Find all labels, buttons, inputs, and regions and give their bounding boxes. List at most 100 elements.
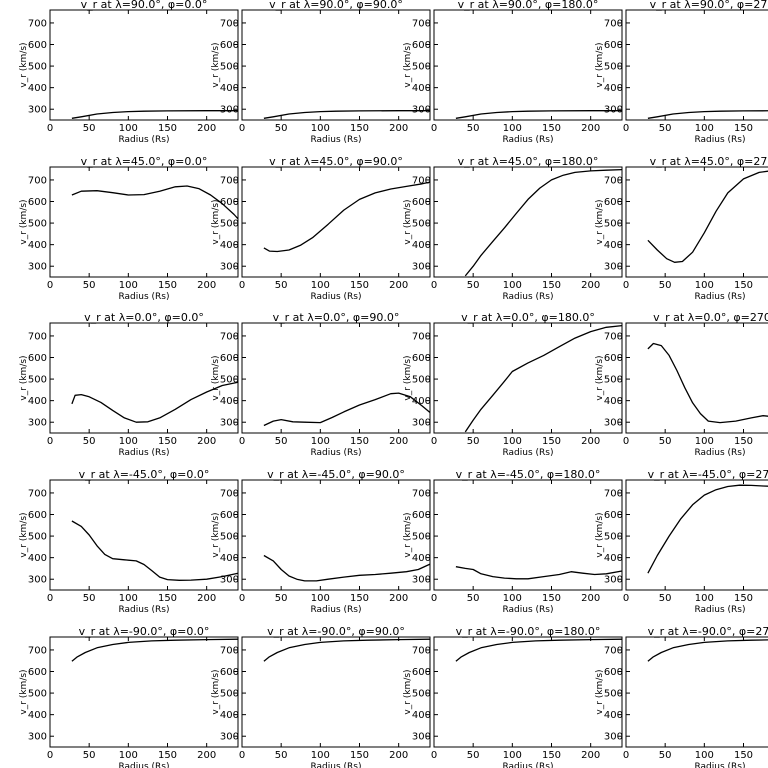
- plot-frame: [433, 166, 623, 278]
- plot-frame: [433, 322, 623, 434]
- y-tick-label: 400: [28, 240, 47, 251]
- x-tick-label: 200: [389, 593, 408, 604]
- panel-6: v_r at λ=45.0°, φ=180.0° 300 400 500 600 700 0…: [403, 155, 623, 302]
- y-tick-label: 500: [28, 532, 47, 543]
- series-line: [464, 168, 623, 277]
- panel-title: v_r at λ=-45.0°, φ=180.0°: [456, 468, 601, 481]
- plot-frame: [49, 479, 239, 591]
- x-tick-label: 50: [83, 593, 96, 604]
- y-tick-label: 500: [28, 219, 47, 230]
- plot-frame: [625, 9, 768, 121]
- y-tick-label: 700: [28, 331, 47, 342]
- x-tick-label: 150: [158, 280, 177, 291]
- x-axis-label: Radius (Rs): [502, 135, 553, 145]
- y-tick-label: 600: [220, 197, 239, 208]
- plot-frame: [625, 166, 768, 278]
- y-tick-label: 500: [220, 62, 239, 73]
- x-axis-label: Radius (Rs): [502, 448, 553, 458]
- y-tick-label: 700: [604, 645, 623, 656]
- x-tick-label: 150: [158, 436, 177, 447]
- y-tick-label: 500: [412, 375, 431, 386]
- series-line: [455, 110, 622, 119]
- y-tick-label: 600: [604, 197, 623, 208]
- panel-17: v_r at λ=-90.0°, φ=90.0° 300 400 500 600 700 0…: [211, 625, 431, 768]
- series-line: [71, 381, 239, 423]
- y-tick-label: 500: [220, 219, 239, 230]
- x-tick-label: 150: [542, 436, 561, 447]
- panel-title: v_r at λ=90.0°, φ=270.0°: [650, 0, 768, 11]
- y-tick-label: 700: [412, 18, 431, 29]
- x-axis-label: Radius (Rs): [118, 448, 169, 458]
- y-tick-label: 500: [604, 219, 623, 230]
- x-tick-label: 0: [431, 280, 437, 291]
- x-tick-label: 200: [581, 750, 600, 761]
- y-tick-label: 500: [220, 532, 239, 543]
- panel-5: v_r at λ=45.0°, φ=90.0° 300 400 500 600 700 0 5…: [211, 155, 431, 302]
- x-tick-label: 50: [467, 280, 480, 291]
- y-tick-label: 300: [220, 575, 239, 586]
- y-axis-label: v_r (km/s): [403, 512, 413, 557]
- panel-title: v_r at λ=-90.0°, φ=90.0°: [267, 625, 405, 638]
- panel-title: v_r at λ=0.0°, φ=0.0°: [84, 311, 204, 324]
- y-tick-label: 700: [28, 488, 47, 499]
- y-tick-label: 700: [604, 488, 623, 499]
- panel-8: v_r at λ=0.0°, φ=0.0° 300 400 500 600 700 0 50 1…: [19, 311, 239, 458]
- y-tick-label: 600: [28, 667, 47, 678]
- x-tick-label: 0: [47, 750, 53, 761]
- panel-title: v_r at λ=90.0°, φ=90.0°: [269, 0, 403, 11]
- series-line: [647, 342, 768, 424]
- y-tick-label: 400: [604, 553, 623, 564]
- series-line: [647, 639, 768, 662]
- plot-frame: [241, 166, 431, 278]
- x-tick-label: 150: [158, 123, 177, 134]
- y-tick-label: 600: [604, 353, 623, 364]
- x-tick-label: 50: [659, 593, 672, 604]
- y-tick-label: 700: [604, 331, 623, 342]
- y-tick-label: 300: [412, 105, 431, 116]
- y-axis-label: v_r (km/s): [211, 512, 221, 557]
- y-tick-label: 700: [412, 175, 431, 186]
- y-tick-label: 600: [604, 40, 623, 51]
- x-tick-label: 50: [467, 593, 480, 604]
- x-tick-label: 150: [158, 750, 177, 761]
- x-tick-label: 200: [197, 280, 216, 291]
- y-tick-label: 500: [604, 375, 623, 386]
- y-tick-label: 400: [412, 553, 431, 564]
- series-line: [647, 484, 768, 574]
- panel-3: v_r at λ=90.0°, φ=270.0° 300 400 500 600 700 0…: [595, 0, 768, 145]
- y-tick-label: 500: [604, 62, 623, 73]
- plot-frame: [241, 9, 431, 121]
- y-axis-label: v_r (km/s): [403, 669, 413, 714]
- y-tick-label: 500: [220, 375, 239, 386]
- panel-13: v_r at λ=-45.0°, φ=90.0° 300 400 500 600 700 0…: [211, 468, 431, 615]
- y-tick-label: 400: [604, 396, 623, 407]
- panel-title: v_r at λ=-90.0°, φ=180.0°: [456, 625, 601, 638]
- x-axis-label: Radius (Rs): [310, 762, 361, 768]
- y-tick-label: 300: [412, 418, 431, 429]
- panel-16: v_r at λ=-90.0°, φ=0.0° 300 400 500 600 700 0 5…: [19, 625, 239, 768]
- x-tick-label: 200: [197, 593, 216, 604]
- x-axis-label: Radius (Rs): [694, 135, 745, 145]
- x-tick-label: 200: [581, 280, 600, 291]
- x-tick-label: 0: [47, 436, 53, 447]
- y-tick-label: 600: [28, 197, 47, 208]
- x-tick-label: 150: [734, 123, 753, 134]
- x-tick-label: 200: [389, 123, 408, 134]
- x-tick-label: 100: [503, 280, 522, 291]
- x-tick-label: 50: [659, 123, 672, 134]
- y-tick-label: 600: [28, 40, 47, 51]
- y-tick-label: 300: [604, 105, 623, 116]
- x-tick-label: 0: [239, 280, 245, 291]
- series-line: [263, 110, 430, 119]
- y-tick-label: 400: [28, 553, 47, 564]
- y-tick-label: 500: [28, 375, 47, 386]
- x-tick-label: 100: [311, 280, 330, 291]
- y-tick-label: 700: [220, 18, 239, 29]
- y-tick-label: 700: [412, 331, 431, 342]
- y-tick-label: 600: [412, 667, 431, 678]
- x-axis-label: Radius (Rs): [694, 448, 745, 458]
- y-tick-label: 300: [412, 262, 431, 273]
- plot-frame: [49, 322, 239, 434]
- x-axis-label: Radius (Rs): [502, 762, 553, 768]
- plot-frame: [625, 322, 768, 434]
